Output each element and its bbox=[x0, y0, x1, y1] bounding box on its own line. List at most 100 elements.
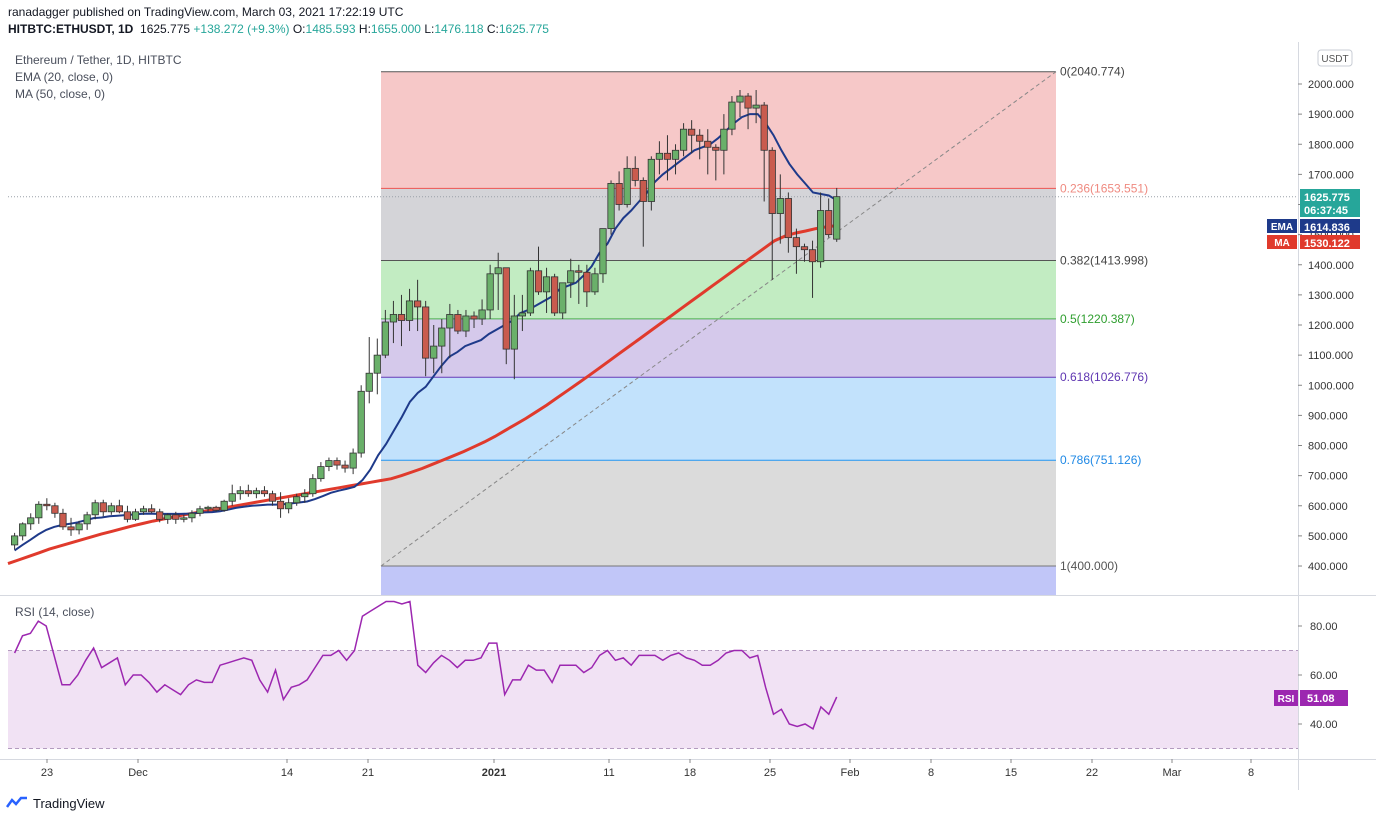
rsi-value-badge bbox=[1300, 690, 1348, 706]
fib-label: 0.786(751.126) bbox=[1060, 453, 1141, 467]
last-price-badge-text: 1625.775 bbox=[1304, 192, 1350, 204]
time-tick-label: 22 bbox=[1086, 767, 1098, 779]
candle bbox=[19, 523, 27, 537]
last-price-badge-text: 06:37:45 bbox=[1304, 205, 1348, 217]
price-tick-label: 400.000 bbox=[1308, 561, 1348, 573]
rsi-tick-label: 80.00 bbox=[1310, 621, 1338, 633]
time-tick-label: 18 bbox=[684, 767, 696, 779]
candle bbox=[309, 478, 317, 495]
candle bbox=[792, 237, 801, 248]
candle bbox=[808, 249, 817, 263]
candle bbox=[663, 152, 672, 160]
chart-canvas[interactable]: 0(2040.774) 0.236(1653.551) 0.382(1413.998… bbox=[0, 42, 1376, 790]
candle bbox=[567, 270, 575, 284]
ohlc-line: HITBTC:ETHUSDT, 1D 1625.775 +138.272 (+9… bbox=[8, 22, 549, 36]
ma-value-badge-text: 1530.122 bbox=[1304, 238, 1350, 250]
low-label: L: bbox=[424, 22, 435, 36]
candle bbox=[422, 306, 430, 359]
candle bbox=[679, 128, 688, 151]
candle bbox=[317, 466, 325, 480]
candle bbox=[148, 508, 156, 513]
candle bbox=[462, 315, 470, 332]
candle bbox=[107, 505, 115, 513]
candle bbox=[575, 270, 583, 273]
time-tick-label: 14 bbox=[281, 767, 293, 779]
ema-value-badge-text: 1614.836 bbox=[1304, 222, 1350, 234]
candle bbox=[526, 270, 535, 314]
ma-tag bbox=[1267, 235, 1297, 249]
ma-tag-text: MA bbox=[1274, 238, 1290, 249]
ema-legend[interactable]: EMA (20, close, 0) bbox=[15, 70, 114, 84]
candle bbox=[333, 460, 341, 466]
fib-band bbox=[381, 460, 1056, 567]
candle bbox=[188, 512, 196, 519]
candle bbox=[551, 276, 559, 314]
rsi-tag-text: RSI bbox=[1278, 694, 1295, 705]
fib-label: 1(400.000) bbox=[1060, 559, 1118, 573]
rsi-line bbox=[13, 600, 838, 731]
candle bbox=[800, 246, 809, 251]
candle bbox=[599, 228, 607, 275]
candle bbox=[260, 490, 269, 495]
candle bbox=[776, 198, 784, 214]
candle bbox=[438, 327, 446, 347]
ma-value-badge bbox=[1300, 235, 1360, 249]
currency-label: USDT bbox=[1321, 54, 1348, 65]
candle bbox=[59, 512, 67, 528]
candle bbox=[430, 345, 438, 359]
candle bbox=[244, 490, 252, 495]
rsi-tick-label: 40.00 bbox=[1310, 719, 1338, 731]
candle bbox=[607, 183, 615, 230]
tradingview-brand: TradingView bbox=[33, 795, 105, 811]
last-price: 1625.775 bbox=[140, 22, 191, 36]
high-value: 1655.000 bbox=[370, 22, 421, 36]
candle bbox=[365, 372, 373, 392]
candle bbox=[357, 390, 365, 454]
ma50-line bbox=[7, 224, 837, 566]
fib-band bbox=[381, 71, 1056, 189]
fib-band bbox=[381, 566, 1056, 595]
fib-label: 0(2040.774) bbox=[1060, 65, 1125, 79]
candle bbox=[768, 149, 776, 214]
ma-legend[interactable]: MA (50, close, 0) bbox=[15, 87, 106, 101]
candle bbox=[833, 196, 841, 240]
candle bbox=[728, 101, 736, 130]
open-label: O: bbox=[292, 22, 306, 36]
candle bbox=[236, 490, 244, 495]
chart-title[interactable]: Ethereum / Tether, 1D, HITBTC bbox=[15, 53, 182, 67]
candle bbox=[591, 273, 599, 293]
candle bbox=[655, 152, 664, 160]
candle bbox=[131, 511, 140, 520]
price-tick-label: 500.000 bbox=[1308, 531, 1348, 543]
candle bbox=[204, 506, 212, 510]
time-tick-label: Dec bbox=[128, 767, 148, 779]
close-value: 1625.775 bbox=[498, 22, 549, 36]
candle bbox=[67, 526, 75, 531]
fib-band bbox=[381, 377, 1056, 461]
low-value: 1476.118 bbox=[434, 22, 484, 36]
candle bbox=[720, 128, 728, 151]
candle bbox=[293, 496, 301, 504]
candle bbox=[760, 104, 768, 151]
symbol-label[interactable]: HITBTC:ETHUSDT, 1D bbox=[8, 22, 134, 36]
publisher-line: ranadagger published on TradingView.com,… bbox=[8, 5, 404, 19]
rsi-legend[interactable]: RSI (14, close) bbox=[15, 605, 95, 619]
candle bbox=[285, 502, 293, 510]
candle bbox=[446, 314, 454, 329]
rsi-band bbox=[8, 650, 1298, 749]
candle bbox=[325, 460, 333, 468]
fib-label: 0.236(1653.551) bbox=[1060, 181, 1148, 195]
candle bbox=[704, 140, 712, 148]
price-tick-label: 1200.000 bbox=[1308, 320, 1354, 332]
time-tick-label: 11 bbox=[603, 767, 614, 779]
time-tick-label: 8 bbox=[1248, 767, 1254, 779]
candle bbox=[736, 95, 744, 103]
candle bbox=[817, 210, 825, 263]
candle bbox=[268, 493, 277, 502]
candle bbox=[671, 149, 680, 160]
footer: TradingView bbox=[6, 795, 105, 811]
candle bbox=[454, 314, 462, 332]
candle bbox=[228, 493, 236, 502]
candle bbox=[35, 503, 43, 519]
candle bbox=[212, 506, 220, 511]
